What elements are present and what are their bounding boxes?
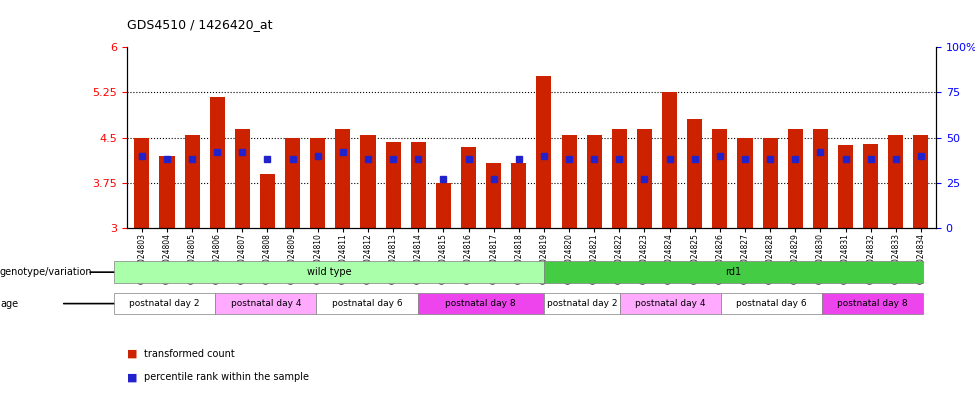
Bar bbox=[210, 97, 225, 228]
Bar bbox=[235, 129, 250, 228]
Bar bbox=[762, 138, 778, 228]
Bar bbox=[385, 142, 401, 228]
Bar bbox=[285, 138, 300, 228]
Bar bbox=[914, 134, 928, 228]
Text: postnatal day 8: postnatal day 8 bbox=[838, 299, 908, 308]
Bar bbox=[587, 134, 602, 228]
Bar bbox=[888, 134, 903, 228]
Text: postnatal day 8: postnatal day 8 bbox=[446, 299, 516, 308]
Text: transformed count: transformed count bbox=[144, 349, 235, 359]
Bar bbox=[687, 119, 702, 228]
Text: genotype/variation: genotype/variation bbox=[0, 267, 93, 277]
Text: percentile rank within the sample: percentile rank within the sample bbox=[144, 372, 309, 382]
Text: rd1: rd1 bbox=[725, 267, 742, 277]
Text: postnatal day 2: postnatal day 2 bbox=[130, 299, 200, 308]
Bar bbox=[511, 163, 526, 228]
Bar bbox=[361, 134, 375, 228]
Bar bbox=[260, 174, 275, 228]
Text: postnatal day 4: postnatal day 4 bbox=[231, 299, 301, 308]
Bar bbox=[611, 129, 627, 228]
Bar bbox=[487, 163, 501, 228]
Text: wild type: wild type bbox=[307, 267, 351, 277]
Bar bbox=[436, 183, 451, 228]
Bar bbox=[813, 129, 828, 228]
Text: postnatal day 2: postnatal day 2 bbox=[547, 299, 617, 308]
Text: ■: ■ bbox=[127, 372, 137, 382]
Bar bbox=[184, 134, 200, 228]
Bar bbox=[838, 145, 853, 228]
Bar bbox=[410, 142, 426, 228]
Bar bbox=[737, 138, 753, 228]
Text: postnatal day 6: postnatal day 6 bbox=[736, 299, 807, 308]
Bar bbox=[160, 156, 175, 228]
Text: age: age bbox=[0, 299, 19, 309]
Text: postnatal day 4: postnatal day 4 bbox=[636, 299, 706, 308]
Text: GDS4510 / 1426420_at: GDS4510 / 1426420_at bbox=[127, 18, 272, 31]
Bar bbox=[536, 76, 552, 228]
Bar bbox=[335, 129, 350, 228]
Bar bbox=[461, 147, 476, 228]
Bar bbox=[788, 129, 802, 228]
Bar bbox=[135, 138, 149, 228]
Bar bbox=[863, 143, 878, 228]
Bar bbox=[637, 129, 652, 228]
Bar bbox=[713, 129, 727, 228]
Text: postnatal day 6: postnatal day 6 bbox=[332, 299, 403, 308]
Bar bbox=[662, 92, 678, 228]
Bar bbox=[562, 134, 576, 228]
Text: ■: ■ bbox=[127, 349, 137, 359]
Bar bbox=[310, 138, 326, 228]
